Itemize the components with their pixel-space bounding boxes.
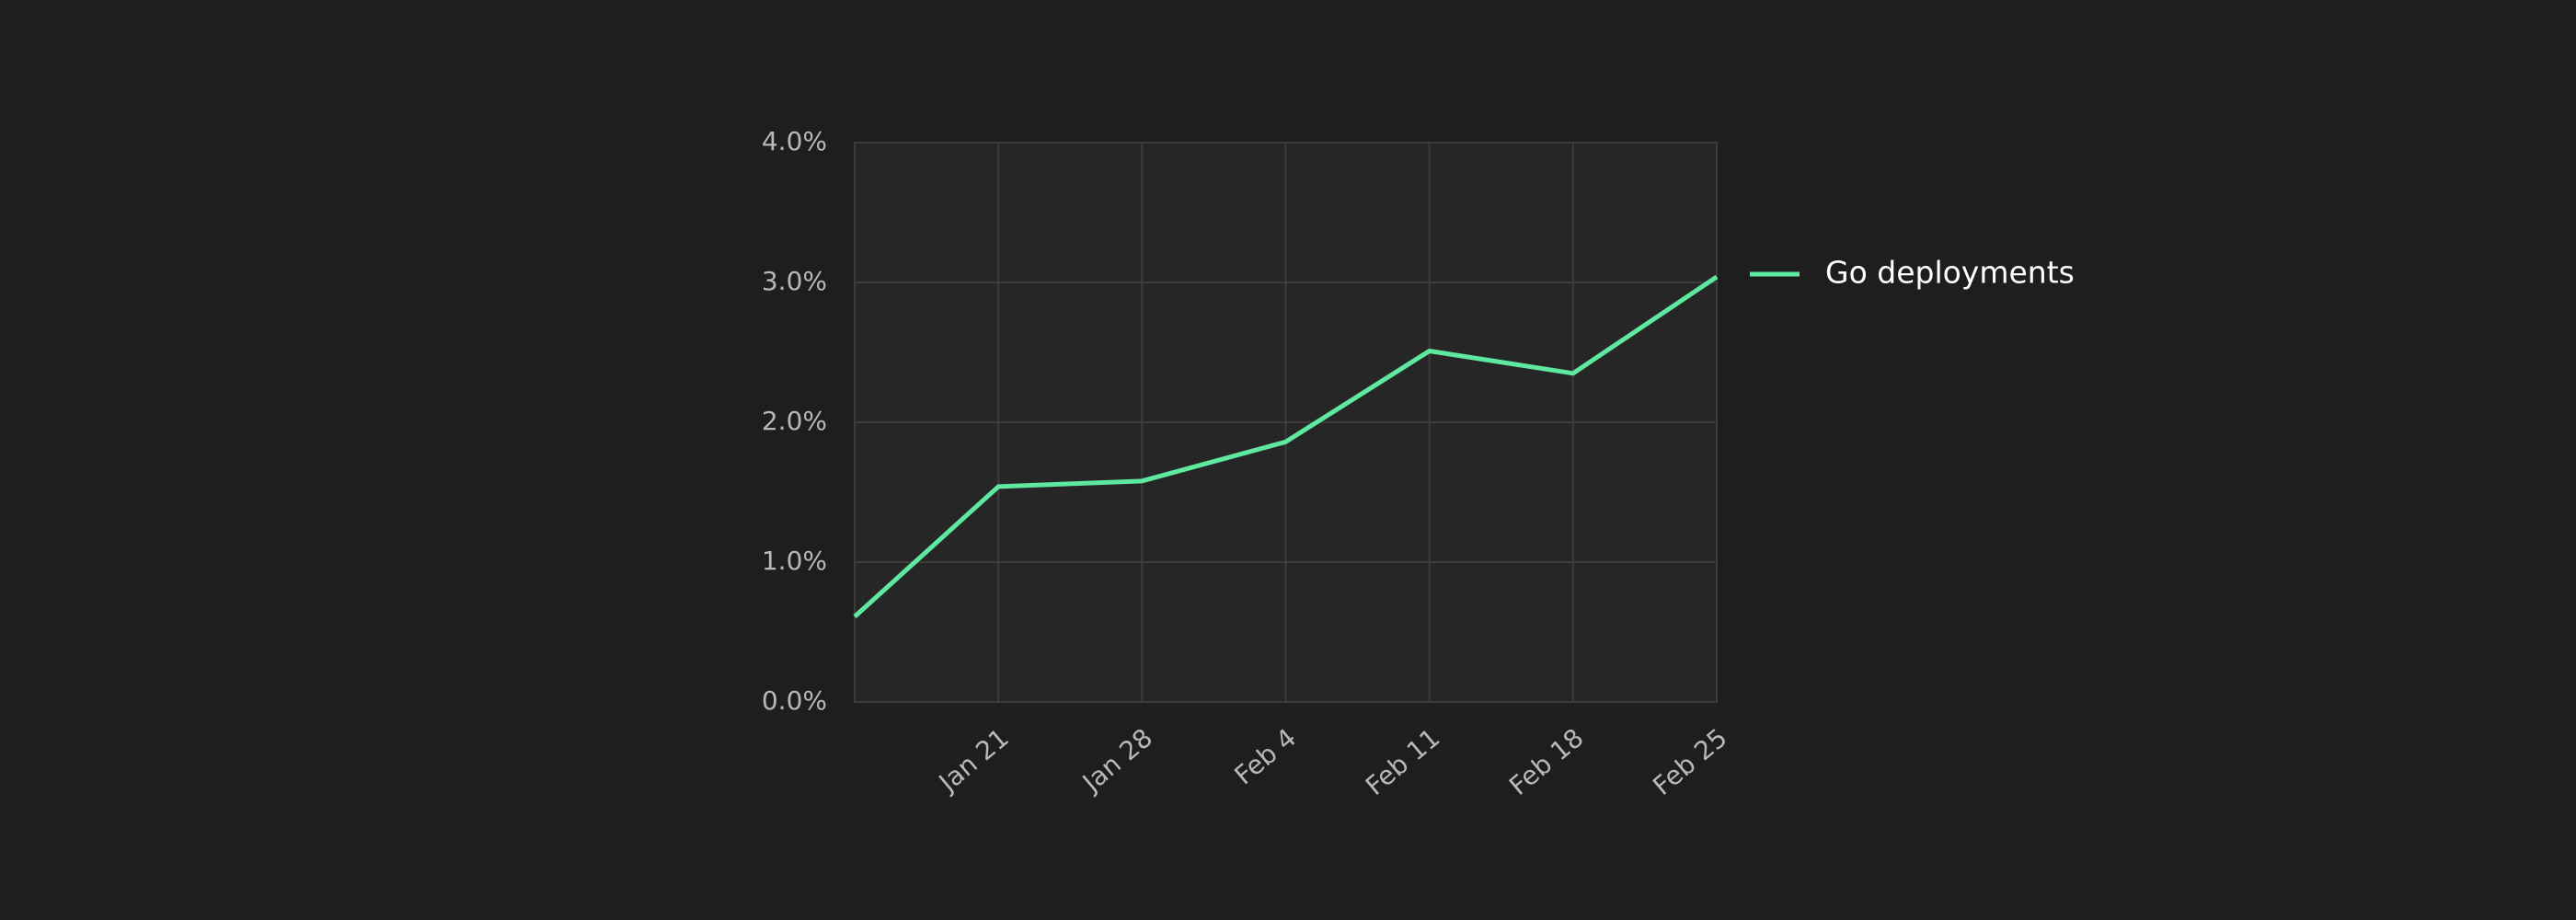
x-tick-label: Feb 25 (1647, 722, 1732, 801)
x-tick-label: Feb 11 (1360, 722, 1445, 801)
y-tick-label: 2.0% (762, 406, 827, 436)
data-line (853, 274, 1719, 619)
y-tick-label: 1.0% (762, 546, 827, 576)
y-tick-label: 0.0% (762, 685, 827, 716)
legend-label: Go deployments (1825, 255, 2075, 291)
x-tick-label: Feb 4 (1228, 722, 1302, 790)
y-tick-label: 3.0% (762, 266, 827, 296)
x-tick-label: Feb 18 (1503, 722, 1589, 801)
x-tick-label: Jan 28 (1075, 722, 1158, 799)
y-tick-label: 4.0% (762, 126, 827, 156)
x-tick-label: Jan 21 (932, 722, 1015, 799)
